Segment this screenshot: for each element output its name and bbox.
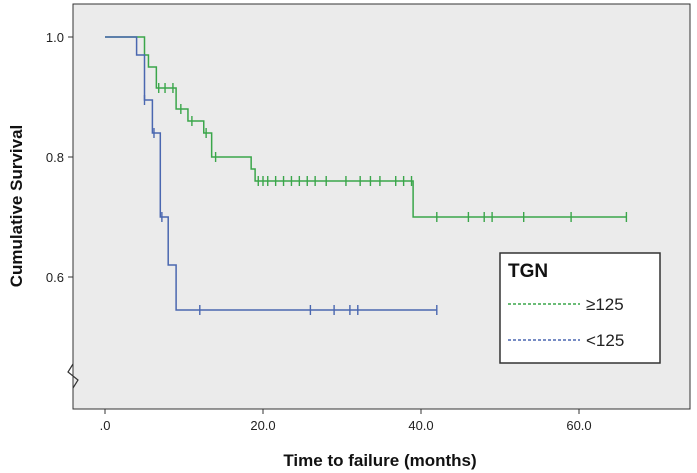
- y-axis-title: Cumulative Survival: [7, 125, 26, 288]
- y-tick-label: 1.0: [46, 30, 64, 45]
- y-axis-ticks: 0.6 0.8 1.0: [46, 30, 73, 285]
- legend-title: TGN: [508, 261, 548, 282]
- legend: TGN ≥125 <125: [499, 252, 661, 364]
- x-axis-title: Time to failure (months): [283, 451, 476, 470]
- survival-curve-0: [105, 36, 627, 218]
- legend-label: ≥125: [586, 295, 624, 314]
- x-axis-ticks: .0 20.0 40.0 60.0: [73, 408, 690, 433]
- x-tick-label: 40.0: [408, 418, 433, 433]
- series-layer: [105, 36, 628, 315]
- legend-box: [499, 252, 661, 364]
- x-tick-label: 60.0: [566, 418, 591, 433]
- survival-curve-1: [105, 36, 437, 311]
- legend-label: <125: [586, 331, 624, 350]
- y-axis-break-icon: [67, 363, 79, 389]
- x-tick-label: 20.0: [250, 418, 275, 433]
- y-tick-label: 0.6: [46, 270, 64, 285]
- x-tick-label: .0: [100, 418, 111, 433]
- y-tick-label: 0.8: [46, 150, 64, 165]
- y-axis: [67, 4, 79, 409]
